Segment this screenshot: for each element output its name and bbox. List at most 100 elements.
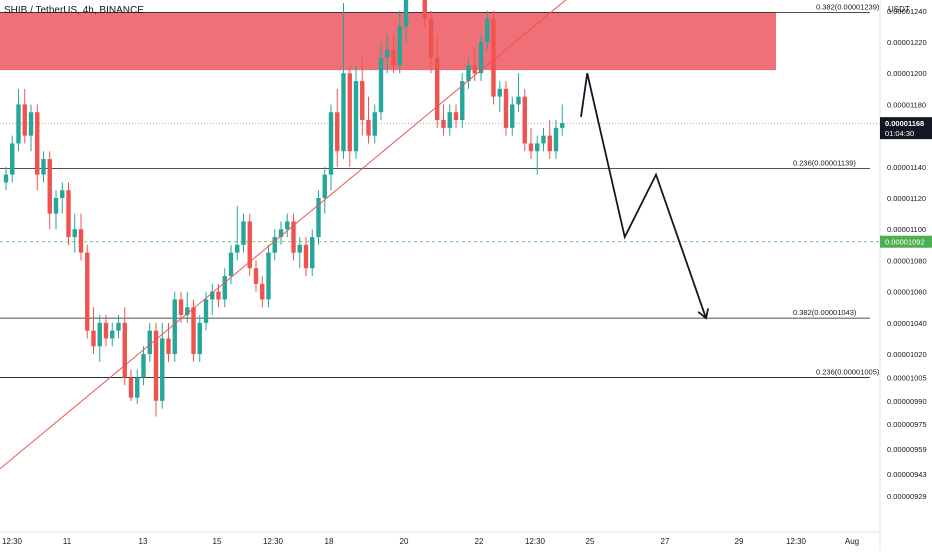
x-tick-label: 12:30 [263, 537, 284, 546]
candle[interactable] [272, 229, 277, 261]
candle[interactable] [128, 369, 134, 401]
candle[interactable] [222, 268, 227, 308]
candle[interactable] [53, 190, 59, 230]
candle[interactable] [291, 213, 296, 261]
candle[interactable] [85, 244, 90, 339]
candle[interactable] [478, 34, 484, 82]
candle[interactable] [197, 315, 202, 362]
candle[interactable] [103, 315, 109, 347]
candle[interactable] [153, 322, 159, 417]
candle[interactable] [278, 221, 284, 245]
candle-body [510, 104, 515, 128]
y-tick-label: 0.00001020 [887, 350, 927, 359]
candle-body [366, 120, 371, 136]
candle[interactable] [266, 244, 271, 308]
candle[interactable] [322, 166, 327, 214]
candle[interactable] [491, 10, 496, 105]
candle[interactable] [397, 10, 402, 74]
candle[interactable] [28, 104, 34, 152]
candle[interactable] [41, 151, 46, 183]
resistance-zone[interactable] [0, 12, 776, 71]
x-tick-label: 12:30 [525, 537, 546, 546]
projection-path[interactable] [580, 73, 707, 319]
candle[interactable] [347, 65, 352, 167]
candle[interactable] [528, 127, 534, 160]
candle[interactable] [191, 299, 196, 362]
candle[interactable] [503, 81, 509, 136]
candle[interactable] [316, 190, 321, 245]
candle[interactable] [372, 104, 377, 144]
candle[interactable] [247, 213, 252, 277]
candle[interactable] [391, 34, 396, 74]
candle-body [472, 65, 477, 74]
candle[interactable] [147, 322, 152, 362]
y-tick-label: 0.00001120 [887, 194, 926, 203]
candle[interactable] [97, 315, 102, 362]
candle[interactable] [385, 34, 390, 74]
candle[interactable] [72, 213, 77, 253]
candle[interactable] [78, 213, 84, 261]
candle[interactable] [91, 307, 96, 355]
candle[interactable] [66, 182, 71, 245]
candle[interactable] [141, 346, 146, 386]
candle[interactable] [122, 307, 127, 386]
y-tick-label: 0.00001140 [887, 163, 926, 172]
candle-body [197, 322, 202, 355]
candle[interactable] [135, 369, 140, 404]
y-tick-label: 0.00000943 [887, 470, 927, 479]
candle[interactable] [428, 10, 434, 74]
candle[interactable] [253, 260, 259, 292]
candle[interactable] [560, 104, 565, 136]
candle[interactable] [235, 205, 240, 261]
candle[interactable] [172, 291, 177, 362]
candle[interactable] [366, 96, 371, 144]
candle[interactable] [185, 291, 190, 323]
candle[interactable] [241, 213, 246, 253]
candle[interactable] [353, 65, 359, 160]
candle[interactable] [360, 57, 365, 136]
candle[interactable] [541, 127, 546, 152]
candle[interactable] [453, 104, 459, 128]
candle[interactable] [35, 104, 40, 191]
candle[interactable] [422, 0, 427, 27]
candle-body [397, 26, 402, 66]
candle[interactable] [285, 213, 290, 238]
candle[interactable] [522, 88, 527, 152]
candle[interactable] [485, 10, 490, 50]
candle[interactable] [110, 322, 115, 347]
trendline[interactable] [0, 0, 775, 474]
candle[interactable] [22, 88, 27, 144]
candle[interactable] [516, 73, 521, 113]
candle[interactable] [510, 96, 515, 136]
candle[interactable] [547, 120, 552, 160]
candle[interactable] [460, 73, 465, 128]
candle[interactable] [116, 315, 121, 339]
candle[interactable] [435, 34, 440, 128]
y-tick-label: 0.00000975 [887, 420, 927, 429]
candle[interactable] [16, 88, 21, 152]
x-tick-label: 12:30 [2, 537, 23, 546]
candle[interactable] [328, 104, 334, 191]
candle[interactable] [303, 237, 309, 277]
candle[interactable] [535, 135, 540, 175]
candle[interactable] [441, 104, 446, 136]
candle[interactable] [310, 229, 315, 277]
candle[interactable] [341, 3, 346, 160]
candle[interactable] [260, 276, 265, 308]
candle[interactable] [297, 237, 302, 269]
candle[interactable] [403, 0, 409, 43]
candle[interactable] [60, 182, 65, 214]
candle[interactable] [47, 151, 52, 230]
candle[interactable] [210, 283, 215, 316]
candle[interactable] [178, 291, 184, 323]
candle[interactable] [447, 104, 452, 136]
candle[interactable] [466, 57, 471, 89]
candle[interactable] [335, 88, 340, 167]
candle[interactable] [3, 166, 9, 191]
candle[interactable] [378, 42, 384, 121]
candle[interactable] [160, 322, 165, 409]
candle[interactable] [10, 135, 15, 183]
candle[interactable] [497, 81, 502, 113]
candle[interactable] [553, 120, 559, 160]
